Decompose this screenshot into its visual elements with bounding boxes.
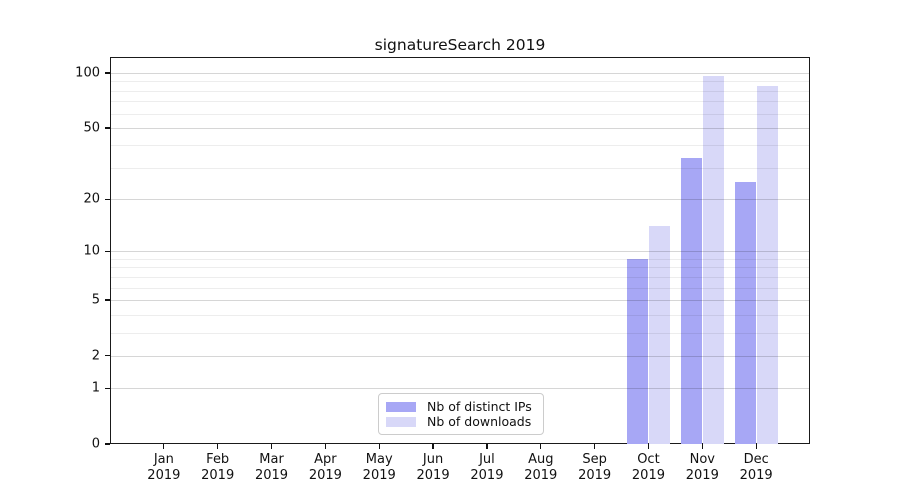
gridline-minor-30 bbox=[111, 167, 809, 169]
y-tick-mark-50 bbox=[105, 127, 110, 129]
x-tick-year: 2019 bbox=[578, 468, 612, 483]
legend-swatch-downloads bbox=[386, 416, 416, 427]
gridline-major-50 bbox=[111, 127, 809, 129]
legend-label: Nb of downloads bbox=[427, 414, 532, 429]
legend-item-downloads: Nb of downloads bbox=[386, 414, 535, 429]
x-tick-mark-jan bbox=[163, 444, 165, 449]
x-tick-label-sep: Sep 2019 bbox=[565, 452, 625, 484]
gridline-minor-70 bbox=[111, 101, 809, 103]
x-tick-mark-oct bbox=[647, 444, 650, 449]
legend-item-distinct-ips: Nb of distinct IPs bbox=[386, 399, 535, 414]
x-tick-mark-aug bbox=[540, 444, 542, 449]
x-tick-year: 2019 bbox=[416, 468, 450, 483]
x-tick-label-dec: Dec 2019 bbox=[726, 452, 786, 484]
y-tick-label-0: 0 bbox=[91, 436, 100, 452]
gridline-minor-7 bbox=[111, 276, 809, 278]
x-tick-mark-nov bbox=[701, 444, 703, 449]
gridline-major-10 bbox=[111, 251, 809, 253]
x-tick-mark-feb bbox=[217, 444, 219, 449]
gridline-minor-8 bbox=[111, 267, 809, 269]
y-tick-label-5: 5 bbox=[91, 292, 100, 308]
y-tick-label-20: 20 bbox=[83, 191, 100, 207]
x-tick-year: 2019 bbox=[524, 468, 558, 483]
gridline-minor-80 bbox=[111, 90, 809, 92]
y-tick-mark-10 bbox=[105, 250, 110, 252]
bar-oct-downloads bbox=[648, 226, 670, 444]
legend-label: Nb of distinct IPs bbox=[427, 399, 532, 414]
gridline-minor-9 bbox=[111, 258, 809, 260]
gridline-minor-40 bbox=[111, 145, 809, 147]
x-tick-mark-mar bbox=[270, 444, 273, 449]
x-tick-mark-may bbox=[378, 444, 380, 449]
y-tick-mark-1 bbox=[105, 387, 110, 389]
y-tick-label-2: 2 bbox=[91, 348, 100, 364]
legend: Nb of distinct IPs Nb of downloads bbox=[378, 393, 544, 435]
x-tick-label-apr: Apr 2019 bbox=[295, 452, 355, 484]
x-tick-mark-jul bbox=[486, 444, 488, 449]
y-tick-label-10: 10 bbox=[83, 243, 100, 259]
x-tick-year: 2019 bbox=[147, 468, 181, 483]
gridline-minor-90 bbox=[111, 81, 809, 83]
chart-title: signatureSearch 2019 bbox=[374, 36, 546, 54]
x-tick-label-nov: Nov 2019 bbox=[672, 452, 732, 484]
y-tick-mark-5 bbox=[105, 299, 110, 301]
x-tick-year: 2019 bbox=[362, 468, 396, 483]
plot-area bbox=[110, 57, 810, 444]
x-tick-label-oct: Oct 2019 bbox=[618, 452, 678, 484]
bar-nov-downloads bbox=[702, 76, 724, 444]
legend-swatch-distinct-ips bbox=[386, 401, 416, 412]
x-tick-label-feb: Feb 2019 bbox=[188, 452, 248, 484]
x-tick-mark-jun bbox=[432, 444, 434, 449]
x-tick-year: 2019 bbox=[254, 468, 289, 483]
bar-oct-ips bbox=[626, 258, 648, 444]
x-tick-label-jan: Jan 2019 bbox=[134, 452, 194, 484]
y-tick-mark-20 bbox=[105, 198, 110, 200]
x-tick-mark-sep bbox=[594, 444, 596, 449]
y-tick-mark-2 bbox=[105, 355, 110, 357]
x-tick-mark-dec bbox=[755, 444, 757, 449]
y-tick-mark-0 bbox=[105, 443, 110, 445]
bar-nov-ips bbox=[680, 158, 702, 444]
x-tick-label-may: May 2019 bbox=[349, 452, 409, 484]
x-tick-mark-apr bbox=[324, 444, 326, 449]
y-tick-label-100: 100 bbox=[75, 65, 100, 81]
x-tick-label-mar: Mar 2019 bbox=[242, 452, 302, 484]
bar-dec-downloads bbox=[756, 85, 778, 444]
gridline-minor-60 bbox=[111, 113, 809, 115]
gridline-minor-3 bbox=[111, 332, 809, 334]
x-tick-year: 2019 bbox=[631, 468, 665, 483]
x-tick-label-jul: Jul 2019 bbox=[457, 452, 517, 484]
x-tick-year: 2019 bbox=[470, 468, 504, 483]
gridline-major-1 bbox=[111, 388, 809, 390]
x-tick-label-aug: Aug 2019 bbox=[511, 452, 571, 484]
x-tick-year: 2019 bbox=[201, 468, 235, 483]
x-tick-year: 2019 bbox=[308, 468, 342, 483]
x-tick-year: 2019 bbox=[739, 468, 773, 483]
gridline-major-100 bbox=[111, 73, 809, 74]
y-tick-mark-100 bbox=[105, 72, 110, 74]
bar-dec-ips bbox=[734, 182, 756, 444]
x-tick-label-jun: Jun 2019 bbox=[403, 452, 463, 484]
gridline-major-5 bbox=[111, 299, 809, 301]
gridline-major-2 bbox=[111, 355, 809, 357]
gridline-minor-6 bbox=[111, 287, 809, 289]
y-tick-label-50: 50 bbox=[83, 120, 100, 136]
gridline-minor-4 bbox=[111, 314, 809, 316]
y-tick-label-1: 1 bbox=[91, 380, 100, 396]
gridline-major-20 bbox=[111, 199, 809, 201]
x-tick-year: 2019 bbox=[685, 468, 719, 483]
